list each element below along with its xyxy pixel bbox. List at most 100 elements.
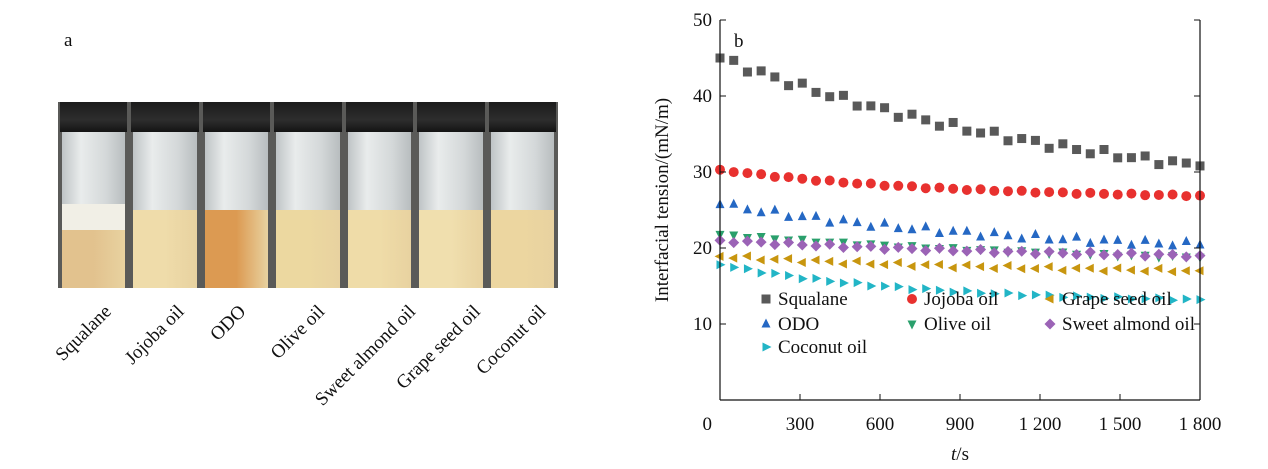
data-point [853,278,863,288]
data-point [769,254,779,264]
emulsion-liquid [133,210,197,288]
legend-label: Jojoba oil [924,289,998,310]
data-point [729,55,739,65]
data-point [961,184,972,195]
data-point [920,260,930,270]
data-point [1057,247,1069,259]
data-point [949,287,959,297]
x-tick-label: 300 [786,414,815,435]
data-point [796,257,806,267]
data-point [1126,239,1136,249]
data-point [1085,187,1096,198]
vial-cap [345,102,414,132]
data-point [1100,293,1110,303]
data-point [893,180,904,191]
data-point [907,181,917,192]
data-point [714,251,724,261]
data-point [961,260,971,270]
data-point [797,78,807,88]
data-point [1030,135,1040,145]
data-point [880,217,890,227]
data-point [1180,251,1192,263]
data-point [948,183,959,194]
data-point [975,244,987,256]
data-point [934,182,945,193]
data-point [771,268,781,278]
legend-label: ODO [778,314,819,335]
data-point [893,112,903,122]
data-point [1099,188,1109,199]
legend-marker [762,342,772,352]
data-point [962,126,972,136]
data-point [1140,234,1150,244]
data-point [948,225,958,235]
data-point [1002,245,1014,257]
vial-label: Coconut oil [471,301,550,380]
data-point [824,256,834,266]
data-point [989,126,999,136]
data-point [1017,134,1027,144]
data-point [1084,246,1096,258]
data-point [1099,145,1109,155]
data-point [892,257,902,267]
data-point [1058,139,1068,149]
data-point [1044,143,1054,153]
data-point [1085,149,1095,159]
data-point [906,243,918,255]
vial-label: Olive oil [266,301,330,364]
vial [202,102,271,288]
data-point [865,259,875,269]
data-point [784,211,794,221]
data-point [865,178,876,189]
data-point [866,101,876,111]
data-point [826,276,836,286]
data-point [975,262,985,272]
data-point [837,242,849,254]
data-point [948,117,958,127]
data-point [798,274,808,284]
data-point [1044,234,1054,244]
x-tick-label: 0 [703,414,713,435]
legend-label: Olive oil [924,314,991,335]
data-point [1139,250,1151,262]
data-point [1181,158,1191,168]
data-point [1181,191,1192,202]
data-point [783,237,795,249]
data-point [1030,187,1041,198]
data-point [879,260,889,270]
data-point [1099,234,1109,244]
data-point [977,288,987,298]
data-point [1125,247,1137,259]
data-point [935,285,945,295]
data-point [1154,160,1164,170]
data-point [742,67,752,77]
data-point [824,238,836,250]
data-point [1194,266,1204,276]
legend-marker [907,320,917,330]
data-point [867,281,877,291]
legend-label: Coconut oil [778,337,867,358]
data-point [769,171,780,182]
data-point [742,168,753,179]
data-point [1098,249,1110,261]
data-point [1043,246,1055,258]
data-point [1003,136,1013,146]
y-tick-label: 30 [693,162,712,183]
data-point [866,221,876,231]
x-tick-label: 1 200 [1019,414,1062,435]
data-point [1029,248,1041,260]
data-point [1154,238,1164,248]
data-point [1071,188,1082,199]
data-point [811,87,821,97]
vial-label: ODO [206,301,251,346]
emulsion-liquid [204,210,269,288]
data-point [1182,294,1192,304]
data-point [797,211,807,221]
vial [274,102,342,288]
legend-marker [761,318,771,328]
data-point [989,185,1000,196]
legend-label: Squalane [778,289,848,310]
panel-letter-b: b [734,31,744,52]
data-point [976,231,986,241]
data-point [1180,266,1190,276]
